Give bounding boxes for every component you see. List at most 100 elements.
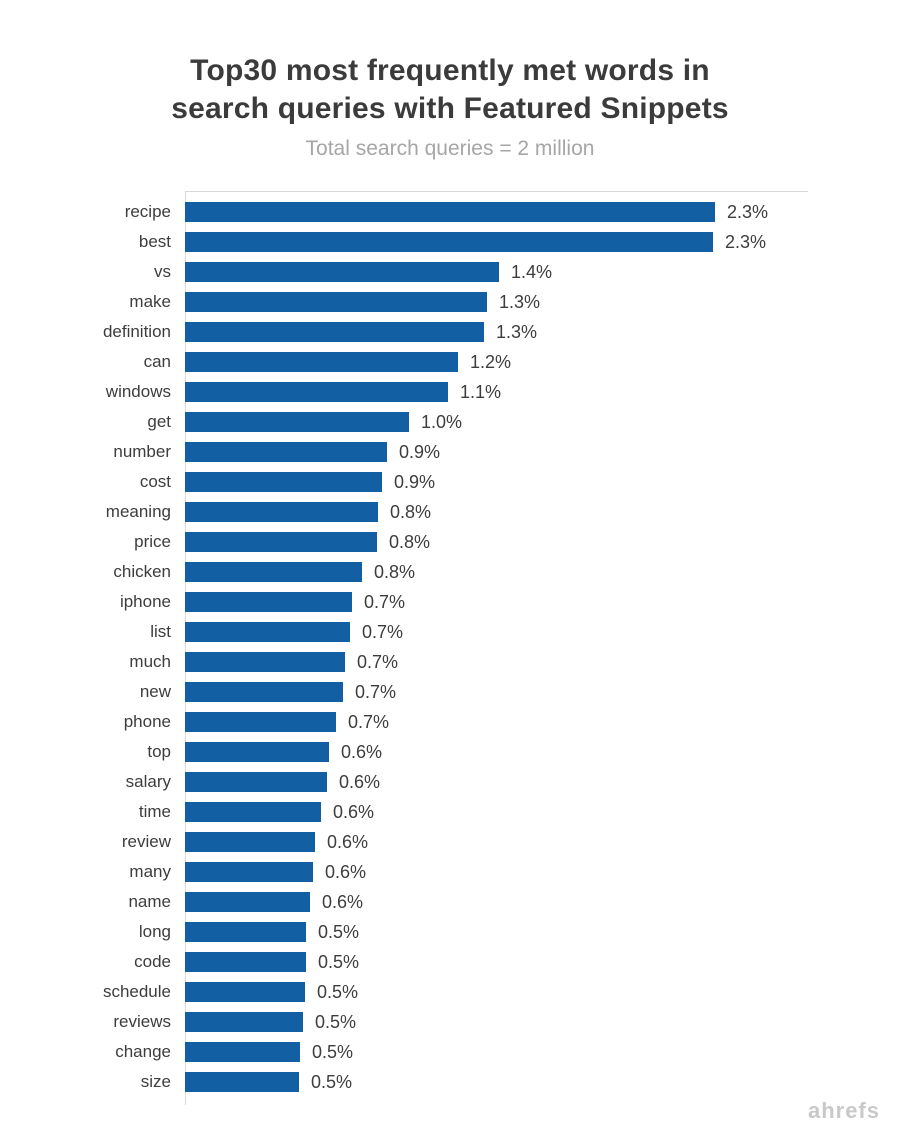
category-label: review [121,832,171,851]
value-label: 0.7% [364,591,406,612]
category-label: much [129,652,171,671]
category-label: vs [154,262,171,281]
chart-title: Top30 most frequently met words in searc… [0,52,900,128]
value-label: 0.5% [318,921,360,942]
y-axis-line [185,191,186,1105]
category-label: new [139,682,171,701]
bar [185,472,382,492]
category-label: reviews [113,1012,171,1031]
bar [185,292,487,312]
value-label: 1.3% [499,291,541,312]
chart-row: review 0.6% [0,827,900,857]
chart-row: size 0.5% [0,1067,900,1097]
category-label: schedule [102,982,171,1001]
value-label: 1.1% [460,381,502,402]
value-label: 0.7% [355,681,397,702]
bar [185,892,310,912]
bar [185,262,499,282]
chart-row: get 1.0% [0,407,900,437]
ahrefs-logo: ahrefs [807,1098,880,1123]
chart-row: time 0.6% [0,797,900,827]
chart-row: recipe 2.3% [0,197,900,227]
bar [185,232,713,252]
chart-row: code 0.5% [0,947,900,977]
bar [185,532,377,552]
category-label: long [138,922,171,941]
chart-row: schedule 0.5% [0,977,900,1007]
category-label: top [147,742,171,761]
value-label: 1.0% [421,411,463,432]
chart-row: meaning 0.8% [0,497,900,527]
chart-row: make 1.3% [0,287,900,317]
bar [185,712,336,732]
chart-row: list 0.7% [0,617,900,647]
category-label: name [128,892,171,911]
value-label: 0.6% [341,741,383,762]
category-label: price [134,532,171,551]
chart-row: salary 0.6% [0,767,900,797]
category-label: make [129,292,171,311]
value-label: 0.9% [399,441,441,462]
category-label: can [143,352,171,371]
bar [185,1072,299,1092]
value-label: 0.7% [357,651,399,672]
bar [185,202,715,222]
bar [185,352,458,372]
value-label: 2.3% [725,231,767,252]
chart-row: name 0.6% [0,887,900,917]
value-label: 0.6% [325,861,367,882]
bar [185,322,484,342]
bar [185,502,378,522]
value-label: 0.7% [362,621,404,642]
bar [185,802,321,822]
chart-row: long 0.5% [0,917,900,947]
value-label: 0.5% [317,981,359,1002]
bar [185,982,305,1002]
chart-row: windows 1.1% [0,377,900,407]
category-label: many [129,862,171,881]
bar [185,1012,303,1032]
chart-row: cost 0.9% [0,467,900,497]
chart-title-line1: Top30 most frequently met words in [190,54,710,87]
bar [185,562,362,582]
chart-header: Top30 most frequently met words in searc… [0,52,900,161]
bar [185,652,345,672]
value-label: 0.8% [389,531,431,552]
chart-row: definition 1.3% [0,317,900,347]
bar [185,952,306,972]
category-label: cost [139,472,171,491]
category-label: get [147,412,171,431]
category-label: change [115,1042,171,1061]
value-label: 0.5% [312,1041,354,1062]
bar [185,622,350,642]
category-label: chicken [113,562,171,581]
bar [185,1042,300,1062]
value-label: 1.2% [470,351,512,372]
chart-row: phone 0.7% [0,707,900,737]
chart-row: chicken 0.8% [0,557,900,587]
value-label: 0.5% [315,1011,357,1032]
chart-rows: recipe 2.3% best 2.3% vs 1.4% make 1.3% … [0,197,900,1097]
bar [185,442,387,462]
bar [185,772,327,792]
bar [185,742,329,762]
value-label: 0.5% [311,1071,353,1092]
bar [185,832,315,852]
value-label: 0.6% [333,801,375,822]
category-label: windows [105,382,171,401]
chart-row: best 2.3% [0,227,900,257]
plot-top-border [185,191,808,192]
chart-row: vs 1.4% [0,257,900,287]
value-label: 0.6% [339,771,381,792]
value-label: 0.6% [327,831,369,852]
chart-row: number 0.9% [0,437,900,467]
bar-chart: recipe 2.3% best 2.3% vs 1.4% make 1.3% … [0,191,900,1105]
category-label: meaning [105,502,171,521]
chart-row: change 0.5% [0,1037,900,1067]
category-label: list [150,622,171,641]
chart-row: top 0.6% [0,737,900,767]
bar [185,682,343,702]
chart-row: can 1.2% [0,347,900,377]
category-label: salary [125,772,171,791]
category-label: recipe [124,202,171,221]
